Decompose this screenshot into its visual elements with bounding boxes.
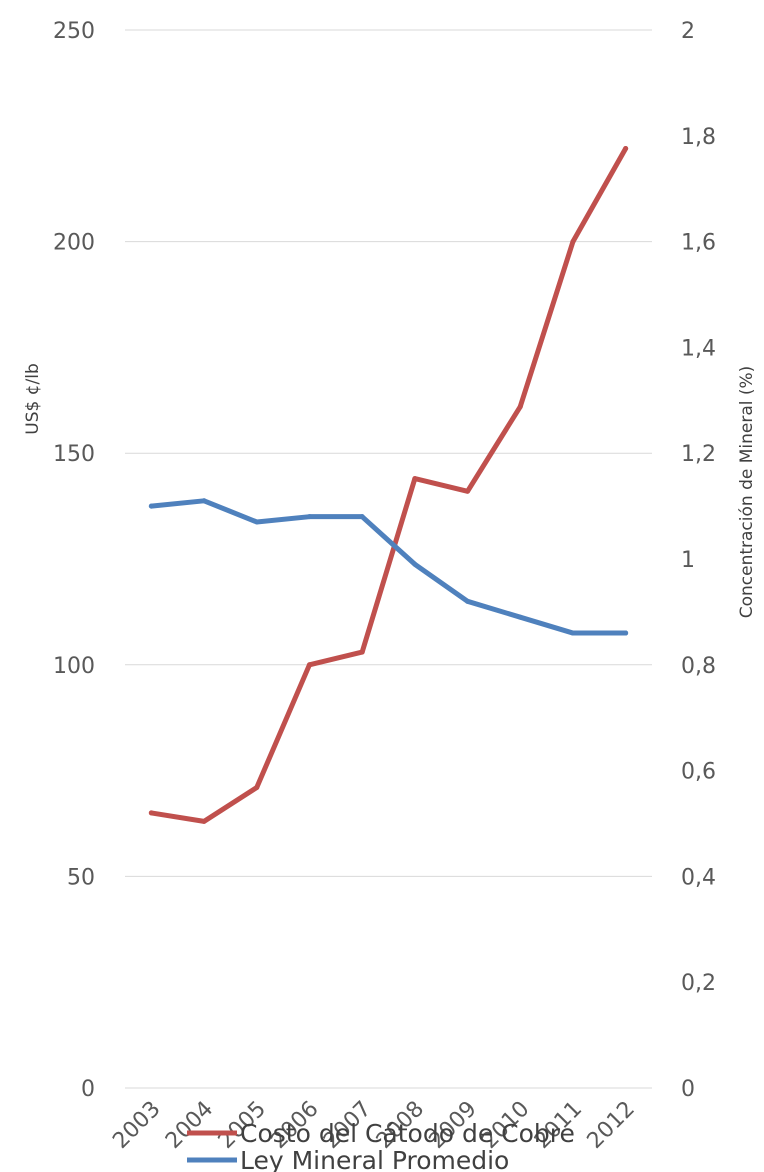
left-axis-title: US$ ¢/lb <box>23 363 43 435</box>
right-tick-label: 1,2 <box>681 442 716 467</box>
right-tick-label: 1,6 <box>681 231 716 256</box>
right-tick-label: 0,8 <box>681 654 716 679</box>
right-tick-label: 0 <box>681 1077 695 1102</box>
series-2-point <box>412 561 418 567</box>
left-tick-label: 100 <box>53 654 95 679</box>
x-tick-label: 2004 <box>161 1097 218 1154</box>
gridlines <box>125 29 652 1089</box>
series-1-point <box>359 649 365 655</box>
x-tick-label: 2003 <box>108 1097 165 1154</box>
legend-label-2: Ley Mineral Promedio <box>240 1146 509 1172</box>
series-1-point <box>412 476 418 482</box>
series-1-point <box>201 818 207 824</box>
series-line-1 <box>148 145 629 824</box>
series-1-point <box>306 662 312 668</box>
x-tick-label: 2012 <box>583 1097 640 1154</box>
series-2-point <box>517 614 523 620</box>
series-lines <box>148 145 629 824</box>
right-tick-label: 1,4 <box>681 336 716 361</box>
left-tick-label: 0 <box>81 1077 95 1102</box>
legend-label-1: Costo del Cátodo de Cobre <box>240 1119 575 1148</box>
right-tick-label: 0,2 <box>681 971 716 996</box>
series-line-2 <box>148 498 629 636</box>
series-2-point <box>359 514 365 520</box>
series-1-point <box>465 488 471 494</box>
series-1-point <box>148 810 154 816</box>
series-2-point <box>306 514 312 520</box>
series-2-point <box>201 498 207 504</box>
right-tick-label: 0,6 <box>681 760 716 785</box>
right-axis-title: Concentración de Mineral (%) <box>737 366 757 619</box>
series-1-point <box>570 239 576 245</box>
left-tick-label: 250 <box>53 19 95 44</box>
right-axis-ticks: 0 0,2 0,4 0,6 0,8 1 1,2 1,4 1,6 1,8 2 <box>681 19 716 1102</box>
series-1-point <box>517 404 523 410</box>
series-2-point <box>623 630 629 636</box>
series-2-point <box>254 519 260 525</box>
left-axis-ticks: 0 50 100 150 200 250 <box>53 19 95 1102</box>
right-tick-label: 2 <box>681 19 695 44</box>
series-2-point <box>148 503 154 509</box>
right-tick-label: 1,8 <box>681 125 716 150</box>
series-2-point <box>570 630 576 636</box>
right-tick-label: 1 <box>681 548 695 573</box>
right-tick-label: 0,4 <box>681 865 716 890</box>
series-1-point <box>254 785 260 791</box>
left-tick-label: 50 <box>67 865 95 890</box>
left-tick-label: 150 <box>53 442 95 467</box>
series-2-point <box>465 598 471 604</box>
left-tick-label: 200 <box>53 231 95 256</box>
series-1-point <box>623 145 629 151</box>
